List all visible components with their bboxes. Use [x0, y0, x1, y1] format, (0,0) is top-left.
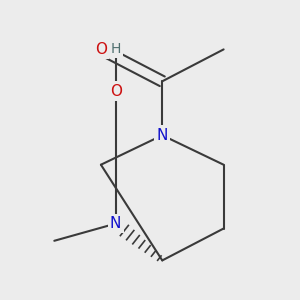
Text: N: N — [110, 216, 121, 231]
Text: O: O — [95, 42, 107, 57]
Text: N: N — [157, 128, 168, 143]
Text: H: H — [110, 42, 121, 56]
Text: O: O — [110, 84, 122, 99]
